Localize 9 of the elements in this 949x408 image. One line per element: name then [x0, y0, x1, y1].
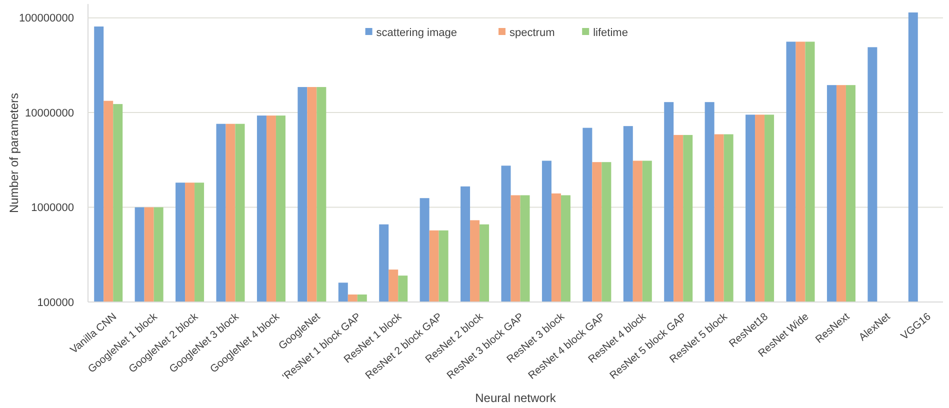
y-tick-label: 100000000: [18, 12, 74, 25]
y-tick-label: 1000000: [31, 202, 74, 214]
legend-label: lifetime: [593, 26, 628, 39]
legend-label: scattering image: [376, 26, 458, 39]
y-tick-label: 10000000: [25, 107, 74, 120]
y-axis-title: Number of parameters: [7, 92, 21, 214]
legend-label: spectrum: [510, 26, 555, 39]
x-axis-title: Neural network: [475, 391, 557, 405]
y-tick-label: 100000: [37, 296, 74, 309]
